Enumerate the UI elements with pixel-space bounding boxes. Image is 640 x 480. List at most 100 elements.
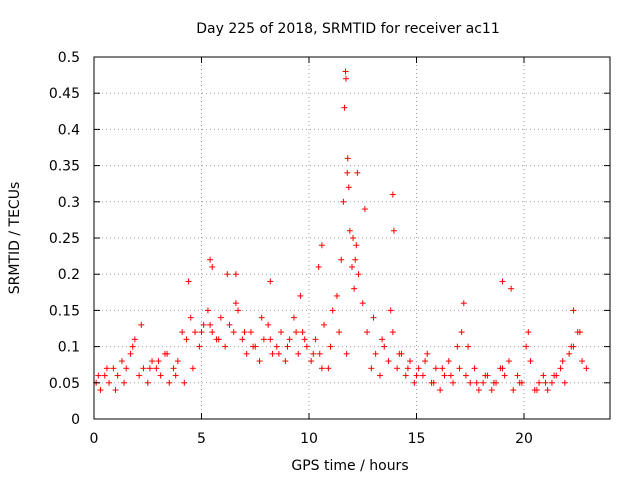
data-point <box>138 321 145 328</box>
y-tick-label: 0.3 <box>58 195 80 211</box>
data-point <box>480 379 487 386</box>
data-point <box>354 169 361 176</box>
data-point <box>110 365 117 372</box>
data-point <box>207 256 214 263</box>
data-point <box>467 379 474 386</box>
data-point <box>566 350 573 357</box>
data-point <box>301 336 308 343</box>
y-tick-label: 0.25 <box>49 231 80 247</box>
data-point <box>551 372 558 379</box>
data-point <box>200 321 207 328</box>
x-tick-label: 0 <box>90 431 99 447</box>
data-point <box>101 372 108 379</box>
data-point <box>352 256 359 263</box>
data-point <box>327 343 334 350</box>
data-point <box>315 263 322 270</box>
data-point <box>189 365 196 372</box>
y-tick-label: 0.45 <box>49 86 80 102</box>
data-point <box>209 263 216 270</box>
data-point <box>121 379 128 386</box>
data-point <box>338 256 345 263</box>
data-point <box>127 350 134 357</box>
x-axis-label: GPS time / hours <box>291 458 408 474</box>
data-point <box>544 387 551 394</box>
data-point <box>144 379 151 386</box>
data-point <box>344 169 351 176</box>
data-point <box>394 365 401 372</box>
data-point <box>256 358 263 365</box>
data-point <box>548 379 555 386</box>
y-tick-label: 0.05 <box>49 376 80 392</box>
data-point <box>232 300 239 307</box>
data-point <box>542 379 549 386</box>
data-point <box>170 365 177 372</box>
data-point <box>232 271 239 278</box>
data-point <box>217 314 224 321</box>
data-point <box>164 350 171 357</box>
data-point <box>376 372 383 379</box>
data-point <box>131 336 138 343</box>
data-point <box>527 358 534 365</box>
data-point <box>570 307 577 314</box>
chart-title: Day 225 of 2018, SRMTID for receiver ac1… <box>196 21 500 37</box>
data-point <box>174 358 181 365</box>
data-point <box>329 307 336 314</box>
data-point <box>385 358 392 365</box>
data-point <box>583 365 590 372</box>
data-point <box>359 300 366 307</box>
data-point <box>250 343 257 350</box>
data-point <box>222 343 229 350</box>
data-point <box>447 372 454 379</box>
data-point <box>473 379 480 386</box>
data-point <box>508 285 515 292</box>
data-point <box>155 358 162 365</box>
data-point <box>224 271 231 278</box>
data-point <box>505 358 512 365</box>
x-tick-label: 15 <box>408 431 426 447</box>
data-point <box>325 365 332 372</box>
data-point <box>525 329 532 336</box>
data-point <box>345 184 352 191</box>
data-point <box>533 387 540 394</box>
data-point <box>422 358 429 365</box>
data-point <box>576 329 583 336</box>
data-point <box>118 358 125 365</box>
data-point <box>297 292 304 299</box>
data-point <box>273 343 280 350</box>
data-point <box>185 278 192 285</box>
data-point <box>230 329 237 336</box>
data-point <box>370 314 377 321</box>
data-point <box>114 372 121 379</box>
data-point <box>462 372 469 379</box>
data-point <box>179 329 186 336</box>
data-point <box>342 75 349 82</box>
data-point <box>379 336 386 343</box>
data-point <box>241 329 248 336</box>
data-point <box>278 329 285 336</box>
data-point <box>103 365 110 372</box>
data-point <box>514 372 521 379</box>
y-tick-label: 0.5 <box>58 50 80 66</box>
data-point <box>516 379 523 386</box>
data-point <box>456 365 463 372</box>
data-point <box>340 198 347 205</box>
data-point <box>303 343 310 350</box>
data-point <box>209 329 216 336</box>
y-tick-label: 0.4 <box>58 122 80 138</box>
ticks: 0 5 10 15 20 0 0.05 0.1 0.15 0.2 0.25 0.3 0.35 0.4 0.4… <box>49 50 610 447</box>
y-axis-label: SRMTID / TECUs <box>7 182 23 295</box>
data-point <box>561 379 568 386</box>
data-point <box>432 365 439 372</box>
data-point <box>341 104 348 111</box>
data-point <box>364 329 371 336</box>
data-point <box>419 372 426 379</box>
data-point <box>129 343 136 350</box>
data-point <box>430 379 437 386</box>
data-point <box>445 358 452 365</box>
data-point <box>490 379 497 386</box>
data-point <box>523 343 530 350</box>
data-point <box>312 336 319 343</box>
data-point <box>97 387 104 394</box>
data-point <box>166 379 173 386</box>
data-point <box>387 307 394 314</box>
